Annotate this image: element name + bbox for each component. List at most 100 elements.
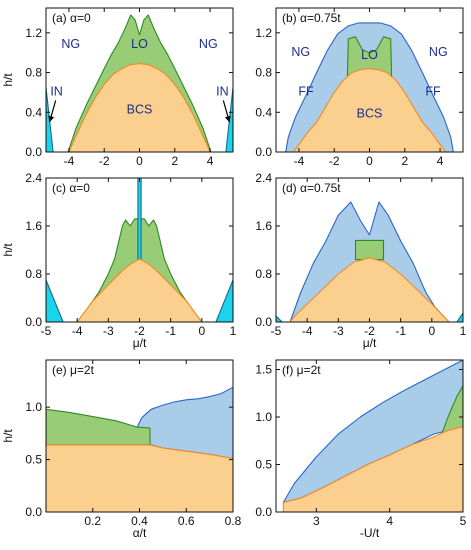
x-axis-label: -U/t	[360, 526, 380, 540]
y-tick-label: 1.2	[255, 26, 272, 40]
y-tick-label: 0.0	[255, 145, 272, 159]
region-bcs	[46, 444, 233, 512]
x-axis-label: μ/t	[363, 336, 377, 350]
region-label: IN	[50, 85, 63, 99]
y-tick-label: 1.2	[25, 26, 42, 40]
y-axis-label: h/t	[1, 73, 15, 87]
x-tick-label: 0.4	[131, 514, 148, 528]
plot-area	[276, 201, 463, 322]
y-tick-label: 1.0	[25, 400, 42, 414]
region-label: FF	[298, 85, 314, 99]
x-tick-label: -2	[134, 324, 145, 338]
x-tick-label: -2	[329, 154, 340, 168]
x-tick-label: 1	[460, 324, 467, 338]
plot-area	[46, 14, 233, 152]
y-tick-label: 1.5	[255, 363, 272, 377]
x-tick-label: 4	[207, 154, 214, 168]
region-bcs	[293, 68, 446, 152]
x-tick-label: -5	[41, 324, 52, 338]
y-tick-label: 0.5	[255, 458, 272, 472]
y-tick-label: 0.0	[255, 505, 272, 519]
panel-title: (e) μ=2t	[52, 363, 95, 377]
x-tick-label: 5	[460, 514, 467, 528]
y-tick-label: 0.8	[255, 66, 272, 80]
y-tick-label: 0.5	[25, 453, 42, 467]
x-tick-label: -1	[395, 324, 406, 338]
panel-title: (a) α=0	[52, 11, 91, 25]
x-tick-label: -4	[302, 324, 313, 338]
region-lo	[346, 36, 393, 79]
region-label: IN	[216, 85, 229, 99]
panel-f: 3 4 5 0.0 0.5 1.0 1.5 (f) μ=2t -U/t	[255, 359, 467, 540]
x-tick-label: -1	[165, 324, 176, 338]
x-tick-label: -4	[72, 324, 83, 338]
x-tick-label: 0.6	[178, 514, 195, 528]
plot-area	[282, 360, 463, 512]
region-label: BCS	[357, 107, 383, 121]
x-tick-label: -2	[99, 154, 110, 168]
panel-title: (c) α=0	[52, 181, 90, 195]
panel-c: -5 -4 -3 -2 -1 0 1 0.0 0.8 1.6 2.4 (c) α=0 μ/t h/t	[1, 171, 237, 350]
y-tick-label: 0.0	[255, 315, 272, 329]
arrow-head	[48, 115, 55, 123]
y-tick-label: 0.8	[25, 66, 42, 80]
region-bcs	[76, 258, 203, 322]
region-label: NG	[61, 37, 80, 51]
x-axis-label: α/t	[133, 526, 147, 540]
y-tick-label: 0.0	[25, 505, 42, 519]
plot-area	[46, 178, 233, 322]
region-label: LO	[131, 37, 148, 51]
region-label: LO	[361, 48, 378, 62]
x-tick-label: 4	[437, 154, 444, 168]
y-axis-label: h/t	[1, 429, 15, 443]
x-tick-label: 2	[401, 154, 408, 168]
x-tick-label: 0	[366, 154, 373, 168]
y-tick-label: 1.0	[255, 410, 272, 424]
region-label: NG	[199, 37, 218, 51]
y-tick-label: 0.8	[25, 267, 42, 281]
x-tick-label: -2	[364, 324, 375, 338]
region-in	[276, 315, 283, 322]
y-tick-label: 0.0	[25, 315, 42, 329]
region-lo	[354, 239, 385, 261]
y-tick-label: 0.0	[25, 145, 42, 159]
region-in	[137, 178, 142, 263]
x-tick-label: -4	[294, 154, 305, 168]
panel-title: (f) μ=2t	[282, 363, 321, 377]
region-in	[456, 312, 463, 322]
region-bcs	[282, 425, 463, 512]
plot-frame	[275, 359, 464, 513]
region-label: BCS	[127, 103, 153, 117]
x-tick-label: 0.2	[84, 514, 101, 528]
x-tick-label: -4	[64, 154, 75, 168]
panel-e: 0.2 0.4 0.6 0.8 0.0 0.5 1.0 (e) μ=2t α/t h/t	[1, 359, 242, 540]
x-tick-label: 3	[313, 514, 320, 528]
region-label: NG	[291, 45, 310, 59]
x-tick-label: 2	[171, 154, 178, 168]
panel-a: NG LO NG BCS IN IN -4 -2 0 2 4 0.0 0.4 0.8 1.2 (a) α=0 h…	[1, 7, 234, 168]
x-tick-label: 0	[428, 324, 435, 338]
plot-area	[46, 386, 233, 512]
region-lo	[440, 385, 463, 437]
x-tick-label: -5	[271, 324, 282, 338]
x-tick-label: 0	[198, 324, 205, 338]
panel-title: (d) α=0.75t	[282, 181, 341, 195]
y-tick-label: 2.4	[25, 171, 42, 185]
region-bcs	[289, 257, 450, 322]
x-tick-label: 0	[136, 154, 143, 168]
x-tick-label: 0.8	[225, 514, 242, 528]
x-axis-label: μ/t	[133, 336, 147, 350]
x-tick-label: 1	[230, 324, 237, 338]
arrow-head	[224, 115, 231, 123]
y-tick-label: 2.4	[255, 171, 272, 185]
panel-title: (b) α=0.75t	[282, 11, 341, 25]
y-axis-label: h/t	[1, 243, 15, 257]
panel-b: NG LO NG FF FF BCS -4 -2 0 2 4 0.0 0.4 0.8 1.2 (b) α=0.…	[255, 7, 464, 168]
x-tick-label: -3	[333, 324, 344, 338]
y-tick-label: 0.8	[255, 267, 272, 281]
region-in	[46, 279, 64, 322]
y-tick-label: 0.4	[255, 105, 272, 119]
plot-area	[285, 22, 454, 152]
panel-d: -5 -4 -3 -2 -1 0 1 0.0 0.8 1.6 2.4 (d) α=0.75t μ/t	[255, 171, 466, 350]
